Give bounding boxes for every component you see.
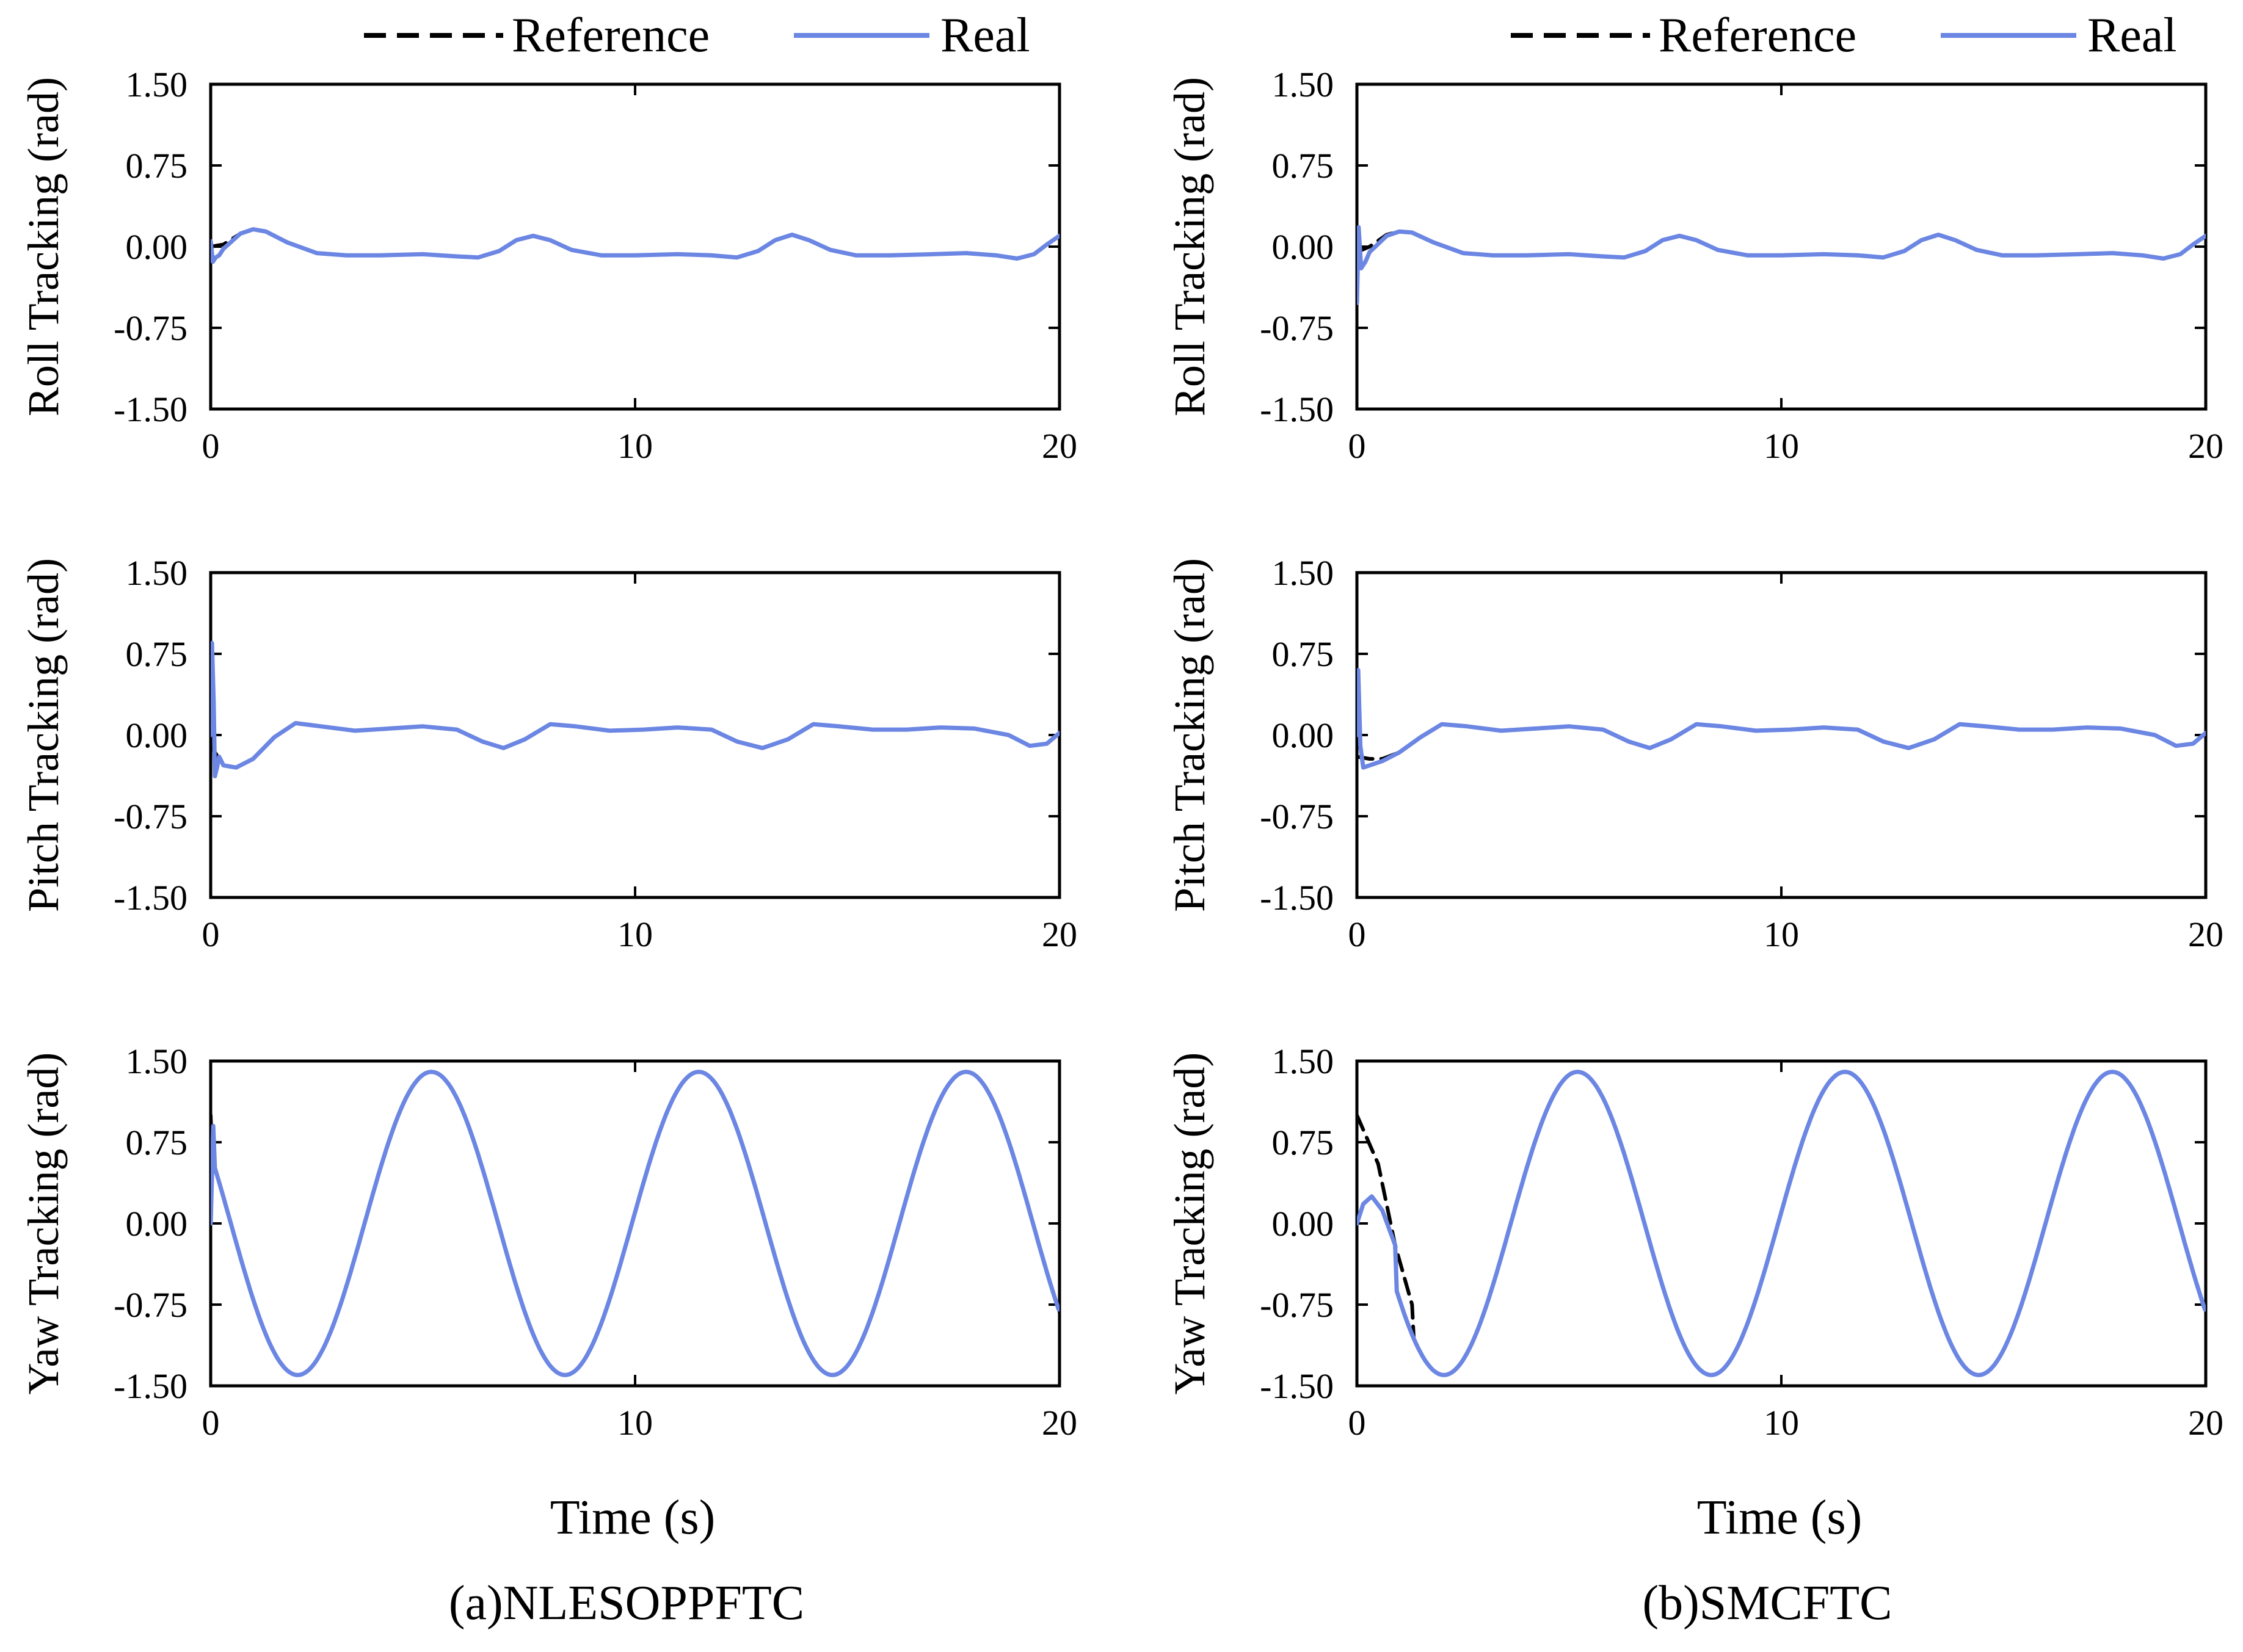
x-tick-label: 20	[1042, 426, 1077, 466]
caption-a: (a)NLESOPPFTC	[449, 1576, 804, 1630]
y-tick-label: 0.75	[1272, 634, 1334, 674]
y-tick-label: -0.75	[1260, 308, 1334, 348]
subplot-a-2: 1.50 0.75 0.00 -0.75 -1.50 0 10 20 Pitch Trackin…	[19, 553, 1077, 954]
series-line-real	[1357, 668, 2206, 770]
y-tick-label: -1.50	[114, 878, 187, 918]
y-axis-label: Pitch Tracking (rad)	[19, 558, 68, 912]
x-axis-label-a: Time (s)	[550, 1491, 715, 1545]
y-tick-label: 0.00	[126, 716, 188, 755]
legend-b-real-label: Real	[2087, 9, 2177, 62]
legend-b-reference-label: Reference	[1659, 9, 1856, 62]
y-axis-label: Yaw Tracking (rad)	[19, 1052, 68, 1395]
y-tick-label: -1.50	[114, 1366, 187, 1406]
y-tick-label: -1.50	[114, 389, 187, 429]
legend-a: Reference Real	[364, 9, 1030, 62]
y-tick-label: 0.75	[126, 634, 188, 674]
subplot-b-1: 1.50 0.75 0.00 -0.75 -1.50 0 10 20 Roll Tracking…	[1165, 65, 2223, 466]
y-tick-label: 0.00	[126, 1204, 188, 1244]
legend-a-real-label: Real	[940, 9, 1030, 62]
y-tick-label: 0.00	[1272, 227, 1334, 267]
x-tick-label: 0	[202, 1403, 220, 1443]
x-tick-label: 0	[1348, 1403, 1366, 1443]
series-line-real	[211, 640, 1060, 778]
y-tick-label: -0.75	[114, 797, 187, 836]
caption-b: (b)SMCFTC	[1643, 1576, 1892, 1630]
y-axis-label: Pitch Tracking (rad)	[1165, 558, 1214, 912]
x-tick-label: 10	[1764, 426, 1799, 466]
x-tick-label: 20	[2188, 1403, 2223, 1443]
y-tick-label: 0.75	[1272, 1123, 1334, 1162]
x-axis-label-b: Time (s)	[1697, 1491, 1862, 1545]
y-tick-label: 0.00	[126, 227, 188, 267]
x-tick-label: 0	[1348, 915, 1366, 954]
x-tick-label: 20	[1042, 915, 1077, 954]
y-tick-label: 0.00	[1272, 716, 1334, 755]
y-tick-label: 1.50	[1272, 1042, 1334, 1081]
y-tick-label: 0.00	[1272, 1204, 1334, 1244]
y-tick-label: -1.50	[1260, 1366, 1334, 1406]
subplot-a-3: 1.50 0.75 0.00 -0.75 -1.50 0 10 20 Yaw Tracking …	[19, 1042, 1077, 1443]
series-line-real	[1357, 1070, 2206, 1377]
x-tick-label: 0	[202, 426, 220, 466]
y-tick-label: -1.50	[1260, 389, 1334, 429]
y-tick-label: -0.75	[114, 308, 187, 348]
y-axis-label: Roll Tracking (rad)	[1165, 77, 1214, 416]
x-tick-label: 0	[202, 915, 220, 954]
y-tick-label: 1.50	[1272, 553, 1334, 593]
y-axis-label: Yaw Tracking (rad)	[1165, 1052, 1214, 1395]
x-tick-label: 20	[2188, 915, 2223, 954]
x-tick-label: 10	[1764, 1403, 1799, 1443]
legend-b: Reference Real	[1511, 9, 2177, 62]
x-tick-label: 10	[1764, 915, 1799, 954]
x-tick-label: 10	[617, 1403, 653, 1443]
y-axis-label: Roll Tracking (rad)	[19, 77, 68, 416]
series-line-real	[211, 227, 1060, 264]
y-tick-label: 1.50	[126, 553, 188, 593]
subplot-b-2: 1.50 0.75 0.00 -0.75 -1.50 0 10 20 Pitch Trackin…	[1165, 553, 2223, 954]
x-tick-label: 10	[617, 915, 653, 954]
series-line-real	[1357, 225, 2206, 305]
y-tick-label: 0.75	[126, 146, 188, 186]
x-tick-label: 20	[2188, 426, 2223, 466]
y-tick-label: -0.75	[114, 1285, 187, 1325]
plot-area: 1.50 0.75 0.00 -0.75 -1.50 0 10 20 Roll Tracking…	[19, 65, 2223, 1443]
y-tick-label: 1.50	[126, 1042, 188, 1081]
y-tick-label: 1.50	[126, 65, 188, 104]
x-tick-label: 0	[1348, 426, 1366, 466]
y-tick-label: 0.75	[126, 1123, 188, 1162]
subplot-b-3: 1.50 0.75 0.00 -0.75 -1.50 0 10 20 Yaw Tracking …	[1165, 1042, 2223, 1443]
y-tick-label: -0.75	[1260, 1285, 1334, 1325]
y-tick-label: -1.50	[1260, 878, 1334, 918]
x-tick-label: 10	[617, 426, 653, 466]
y-tick-label: 0.75	[1272, 146, 1334, 186]
x-tick-label: 20	[1042, 1403, 1077, 1443]
legend-a-reference-label: Reference	[512, 9, 710, 62]
series-line-real	[211, 1070, 1060, 1377]
subplot-a-1: 1.50 0.75 0.00 -0.75 -1.50 0 10 20 Roll Tracking…	[19, 65, 1077, 466]
y-tick-label: 1.50	[1272, 65, 1334, 104]
y-tick-label: -0.75	[1260, 797, 1334, 836]
